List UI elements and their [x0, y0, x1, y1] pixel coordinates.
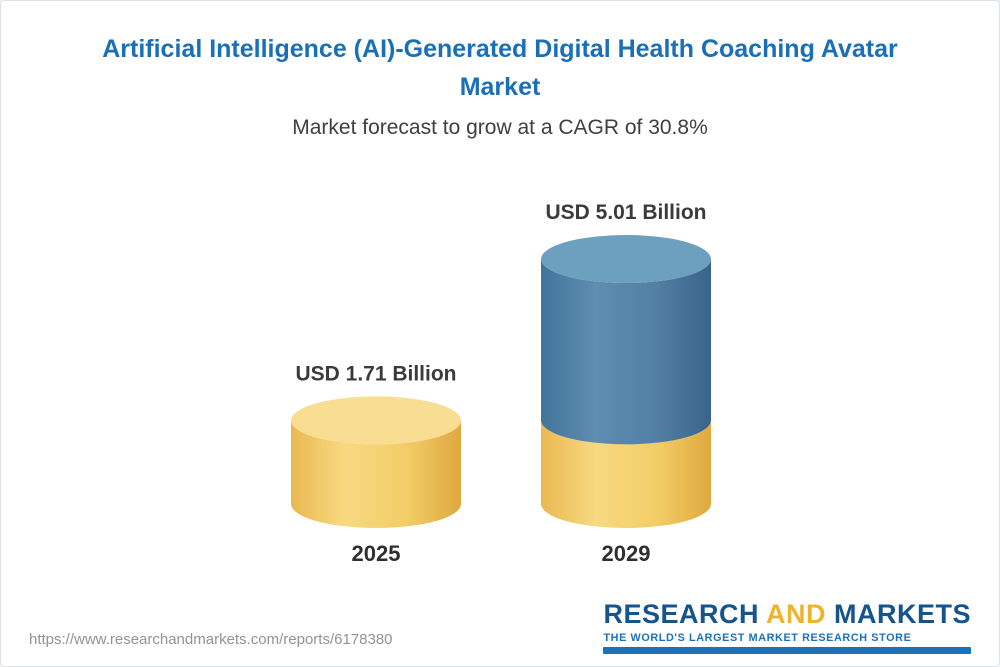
page-title: Artificial Intelligence (AI)-Generated D… — [102, 35, 898, 101]
logo-tagline: THE WORLD'S LARGEST MARKET RESEARCH STOR… — [603, 632, 912, 644]
cylinder-segment-blue — [541, 259, 711, 445]
cylinder-bar-chart: USD 1.71 Billion 2025 USD 5.01 Billion 2029 — [291, 201, 711, 566]
logo-word-and: AND — [759, 599, 834, 629]
year-label: 2029 — [602, 541, 651, 566]
report-url: https://www.researchandmarkets.com/repor… — [29, 631, 393, 648]
cylinder-top — [291, 396, 461, 445]
logo-wordmark: RESEARCH AND MARKETS — [603, 599, 971, 630]
value-label: USD 5.01 Billion — [545, 201, 706, 224]
logo-word-research: RESEARCH — [603, 599, 759, 629]
cylinder-segment-gold — [291, 420, 461, 528]
page-subtitle: Market forecast to grow at a CAGR of 30.… — [292, 116, 708, 139]
bar-2025: USD 1.71 Billion 2025 — [291, 362, 461, 566]
research-and-markets-logo: RESEARCH AND MARKETS THE WORLD'S LARGEST… — [603, 599, 971, 654]
logo-underline-bar — [603, 647, 971, 654]
value-label: USD 1.71 Billion — [295, 362, 456, 385]
logo-word-markets: MARKETS — [834, 599, 971, 629]
bar-2029: USD 5.01 Billion 2029 — [541, 201, 711, 566]
cylinder-segment-gold — [541, 420, 711, 528]
cylinder-top — [541, 235, 711, 283]
year-label: 2025 — [352, 541, 401, 566]
